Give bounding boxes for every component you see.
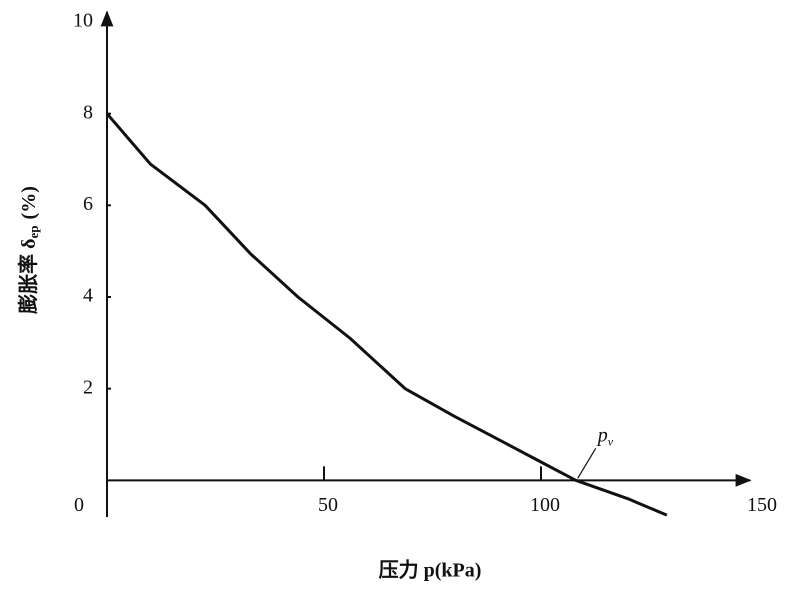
- annotation-text: p: [596, 424, 608, 446]
- annotation-leader: [577, 448, 597, 479]
- y-tick-label: 10: [73, 10, 93, 32]
- x-tick-label: 50: [318, 494, 338, 516]
- annotation-sub: v: [608, 434, 614, 448]
- x-tick-label: 150: [747, 494, 777, 516]
- y-tick-label: 8: [83, 101, 93, 123]
- x-axis-label: 压力 p(kPa): [379, 559, 482, 582]
- svg-text:膨胀率 δep(%): 膨胀率 δep (%): [16, 186, 41, 315]
- annotation: pv: [596, 424, 614, 448]
- y-label-unit: (%): [18, 186, 40, 219]
- x-tick-label: 0: [74, 494, 84, 516]
- line-series: [105, 112, 668, 517]
- y-label-text: 膨胀率 δ: [16, 238, 40, 314]
- y-tick-label: 6: [83, 193, 93, 215]
- y-label-sub: ep: [26, 225, 41, 238]
- x-tick-label: 100: [530, 494, 560, 516]
- y-tick-label: 2: [83, 376, 93, 398]
- y-axis-label: 膨胀率 δep (%): [16, 186, 41, 315]
- y-tick-label: 4: [83, 285, 93, 307]
